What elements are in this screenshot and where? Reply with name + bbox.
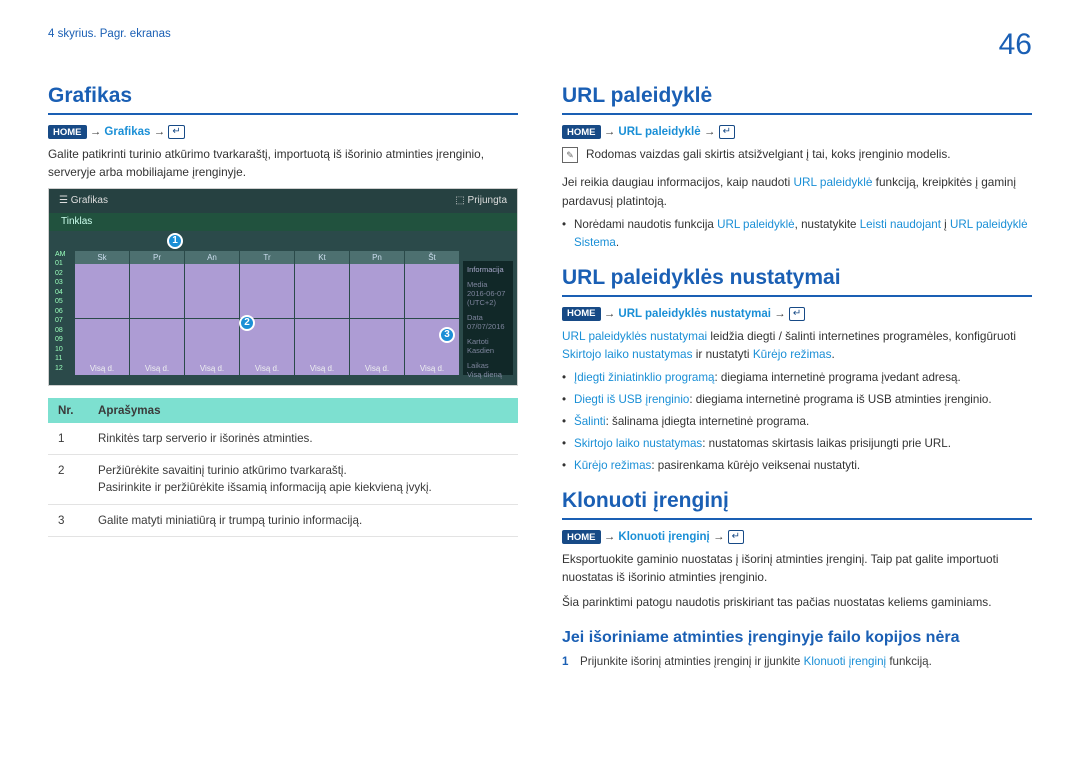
home-badge: HOME [48,125,87,139]
section-clone-title: Klonuoti įrenginį [562,489,1032,520]
left-column: Grafikas HOME → Grafikas → ↵ Galite pati… [48,82,518,671]
nav-label: Grafikas [104,126,150,138]
ss-title: ☰ Grafikas [59,195,108,206]
section-url-settings-title: URL paleidyklės nustatymai [562,266,1032,297]
clone-p1: Eksportuokite gaminio nuostatas į išorin… [562,550,1032,587]
ss-day-headers: Sk Pr An Tr Kt Pn Št [75,251,459,264]
ss-info-panel: Informacija Media2016-06-07(UTC+2) Data0… [463,261,513,375]
nav-label: URL paleidyklė [618,126,700,138]
home-badge: HOME [562,307,601,321]
note-row: ✎ Rodomas vaizdas gali skirtis atsižvelg… [562,145,1032,163]
breadcrumb: 4 skyrius. Pagr. ekranas [48,28,171,40]
home-badge: HOME [562,125,601,139]
ss-grid: Visą d. Visą d. Visą d. Visą d. Visą d. … [75,264,459,375]
url-launcher-info: Jei reikia daugiau informacijos, kaip na… [562,173,1032,210]
step-1: Prijunkite išorinį atminties įrenginį ir… [562,653,1032,671]
list-item: Diegti iš USB įrenginio: diegiama intern… [562,391,1032,409]
nav-label: Klonuoti įrenginį [618,531,709,543]
th-desc: Aprašymas [88,398,518,423]
nav-path-grafikas: HOME → Grafikas → ↵ [48,125,518,139]
enter-icon: ↵ [789,307,805,321]
subsection-nofile-title: Jei išoriniame atminties įrenginyje fail… [562,629,1032,647]
table-row: 1 Rinkitės tarp serverio ir išorinės atm… [48,423,518,455]
home-badge: HOME [562,530,601,544]
enter-icon: ↵ [728,530,744,544]
list-item: Kūrėjo režimas: pasirenkama kūrėjo veiks… [562,457,1032,475]
ss-connected: ⬚ Prijungta [455,195,507,206]
section-grafikas-title: Grafikas [48,84,518,115]
nav-path-clone: HOME → Klonuoti įrenginį → ↵ [562,530,1032,544]
clone-p2: Šia parinktimi patogu naudotis priskiria… [562,593,1032,611]
enter-icon: ↵ [719,125,735,139]
note-text: Rodomas vaizdas gali skirtis atsižvelgia… [586,145,951,163]
list-item: Skirtojo laiko nustatymas: nustatomas sk… [562,435,1032,453]
right-column: URL paleidyklė HOME → URL paleidyklė → ↵… [562,82,1032,671]
list-item: Šalinti: šalinama įdiegta internetinė pr… [562,413,1032,431]
schedule-screenshot: ☰ Grafikas ⬚ Prijungta Tinklas AM0102 03… [48,188,518,386]
ss-axis: AM0102 030405 060708 091011 12 [55,251,73,375]
table-row: 3 Galite matyti miniatiūrą ir trumpą tur… [48,504,518,536]
nav-path-url-settings: HOME → URL paleidyklės nustatymai → ↵ [562,307,1032,321]
url-settings-intro: URL paleidyklės nustatymai leidžia diegt… [562,327,1032,364]
th-nr: Nr. [48,398,88,423]
section-url-launcher-title: URL paleidyklė [562,84,1032,115]
callout-2: 2 [239,315,255,331]
page-number: 46 [999,28,1032,62]
table-row: 2 Peržiūrėkite savaitinį turinio atkūrim… [48,454,518,504]
nav-label: URL paleidyklės nustatymai [618,308,771,320]
list-item: Įdiegti žiniatinklio programą: diegiama … [562,369,1032,387]
callout-1: 1 [167,233,183,249]
enter-icon: ↵ [168,125,184,139]
grafikas-intro: Galite patikrinti turinio atkūrimo tvark… [48,145,518,182]
note-icon: ✎ [562,147,578,163]
callout-3: 3 [439,327,455,343]
nav-path-url-launcher: HOME → URL paleidyklė → ↵ [562,125,1032,139]
list-item: Norėdami naudotis funkcija URL paleidykl… [562,216,1032,252]
description-table: Nr. Aprašymas 1 Rinkitės tarp serverio i… [48,398,518,538]
ss-network-row: Tinklas [49,213,517,231]
